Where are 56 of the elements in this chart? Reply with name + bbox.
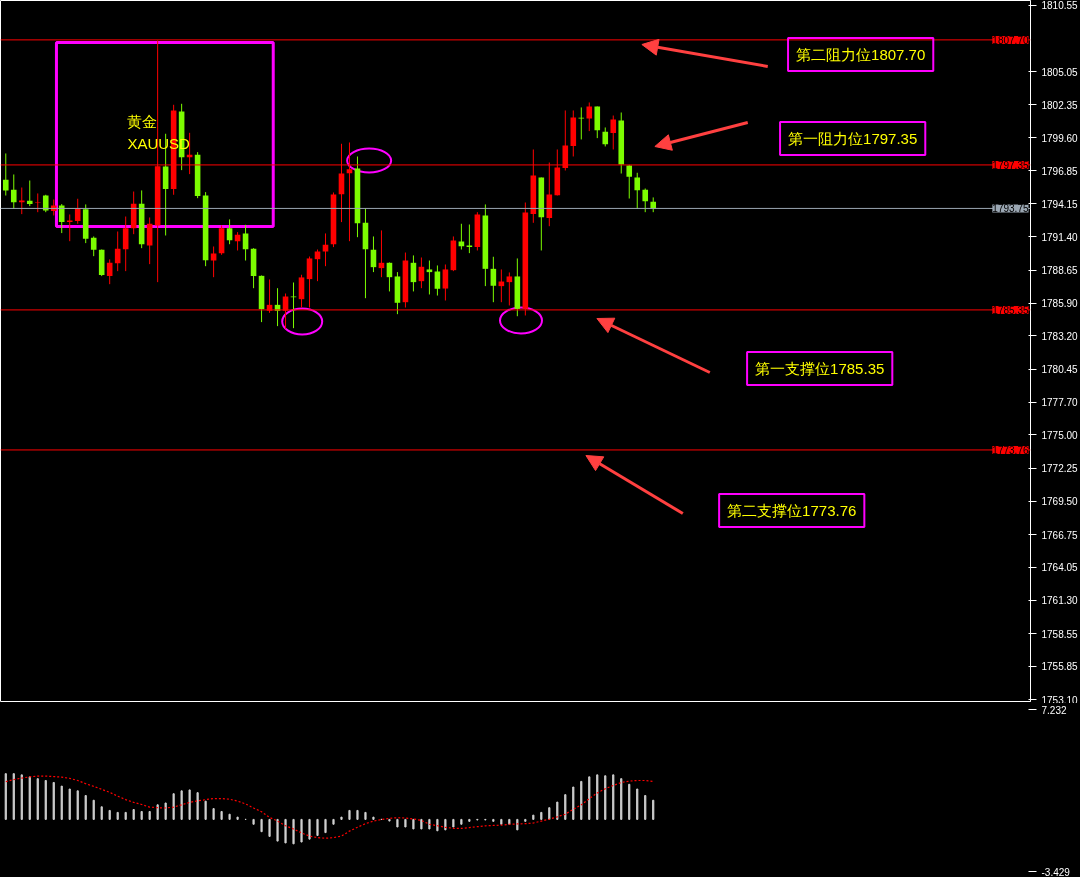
candlestick bbox=[602, 126, 609, 147]
candlestick bbox=[58, 203, 65, 234]
candlestick bbox=[10, 173, 17, 210]
ref-line-label: 1793.75 bbox=[992, 203, 1029, 215]
candlestick bbox=[458, 223, 465, 251]
y-tick-label: 1794.15 bbox=[1041, 198, 1079, 210]
ref-line-label: 1797.35 bbox=[992, 159, 1029, 171]
line-series bbox=[5, 775, 654, 839]
y-tick-label: 1780.45 bbox=[1041, 364, 1079, 376]
y-tick-label: 1775.00 bbox=[1041, 429, 1079, 441]
annotation: 第二支撑位1773.76 bbox=[727, 502, 857, 519]
candlestick bbox=[610, 115, 617, 150]
y-tick-label: 1802.35 bbox=[1041, 99, 1079, 111]
annotation: 第二阻力位1807.70 bbox=[796, 46, 926, 63]
candlestick bbox=[146, 216, 153, 265]
y-tick-label: 1777.70 bbox=[1041, 397, 1079, 409]
y-tick-label: 1755.85 bbox=[1041, 661, 1079, 673]
candlestick bbox=[594, 105, 601, 139]
candlestick bbox=[442, 263, 449, 301]
y-tick-label: 1799.60 bbox=[1041, 132, 1079, 144]
candlestick bbox=[506, 271, 513, 306]
y-tick-label: -3.429 bbox=[1041, 866, 1071, 877]
candlestick bbox=[426, 260, 433, 295]
ref-line-label: 1785.35 bbox=[992, 304, 1029, 316]
y-tick-label: 1772.25 bbox=[1041, 463, 1079, 475]
y-tick-label: 1796.85 bbox=[1041, 165, 1079, 177]
y-tick-label: 1810.55 bbox=[1041, 0, 1079, 12]
y-tick-label: 1785.90 bbox=[1041, 298, 1079, 310]
y-tick-label: 1758.55 bbox=[1041, 628, 1079, 640]
y-tick-label: 1791.40 bbox=[1041, 231, 1079, 243]
annotation: 黄金 bbox=[127, 113, 158, 130]
y-tick-label: 1766.75 bbox=[1041, 529, 1079, 541]
candlestick bbox=[586, 101, 593, 132]
y-tick-label: 1769.50 bbox=[1041, 496, 1079, 508]
y-tick-label: 1783.20 bbox=[1041, 330, 1079, 342]
candlestick bbox=[26, 180, 33, 207]
candlestick bbox=[2, 152, 9, 196]
y-tick-label: 1764.05 bbox=[1041, 562, 1079, 574]
annotation: 第一阻力位1797.35 bbox=[788, 130, 918, 147]
y-tick-label: 7.232 bbox=[1041, 704, 1067, 716]
annotation: 第一支撑位1785.35 bbox=[755, 360, 885, 377]
candlestick bbox=[314, 249, 321, 282]
candlestick bbox=[634, 172, 641, 210]
candlestick bbox=[626, 164, 633, 200]
ref-line-label: 1807.70 bbox=[992, 34, 1029, 46]
y-tick-label: 1753.10 bbox=[1041, 694, 1079, 706]
candlestick bbox=[18, 187, 25, 215]
y-tick-label: 1761.30 bbox=[1041, 595, 1079, 607]
candlestick bbox=[210, 245, 217, 278]
y-tick-label: 1805.05 bbox=[1041, 66, 1079, 78]
candlestick bbox=[642, 188, 649, 213]
candlestick bbox=[242, 224, 249, 262]
y-tick-label: 1788.65 bbox=[1041, 265, 1079, 277]
candlestick bbox=[90, 235, 97, 257]
ref-line-label: 1773.76 bbox=[992, 444, 1029, 456]
candlestick bbox=[74, 198, 81, 225]
